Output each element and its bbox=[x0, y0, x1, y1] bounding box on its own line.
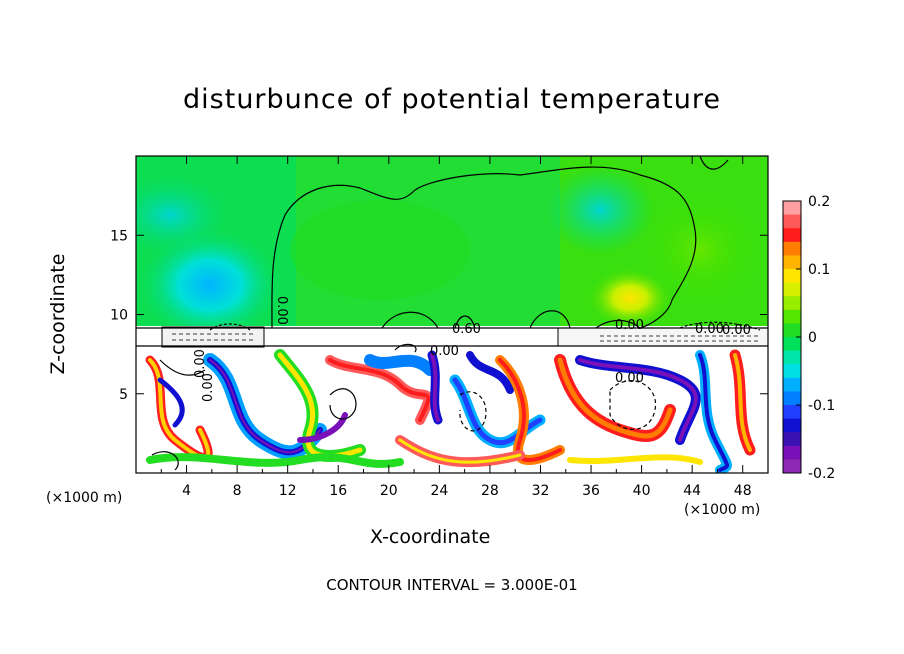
chart-title: disturbunce of potential temperature bbox=[183, 84, 721, 115]
x-tick-label: 32 bbox=[532, 483, 550, 499]
y-tick-label: 15 bbox=[110, 228, 128, 244]
colorbar-tick-label: -0.2 bbox=[808, 466, 835, 482]
colorbar-segment bbox=[783, 432, 801, 447]
colorbar-segment bbox=[783, 337, 801, 352]
x-tick-label: 28 bbox=[481, 483, 499, 499]
contour-label: 0.60 bbox=[452, 322, 481, 337]
contour-label: 0.00 bbox=[615, 371, 644, 386]
x-tick-label: 36 bbox=[582, 483, 600, 499]
colorbar-segment bbox=[783, 201, 801, 216]
colorbar-tick-label: 0.2 bbox=[808, 194, 830, 210]
colorbar-segment bbox=[783, 214, 801, 229]
colorbar-segment bbox=[783, 445, 801, 460]
colorbar-segment bbox=[783, 255, 801, 270]
x-unit-label-right: (×1000 m) bbox=[684, 502, 761, 518]
y-axis-label: Z-coordinate bbox=[47, 253, 69, 375]
colorbar: 0.2 0.1 0 -0.1 -0.2 bbox=[782, 194, 835, 482]
x-tick-label: 40 bbox=[633, 483, 651, 499]
colorbar-segment bbox=[783, 377, 801, 392]
x-axis-label: X-coordinate bbox=[370, 526, 491, 548]
colorbar-segment bbox=[783, 241, 801, 256]
cool-anomaly-left bbox=[140, 230, 280, 340]
colorbar-segment bbox=[783, 309, 801, 324]
contour-label: 0.00 bbox=[615, 318, 644, 333]
contour-label: 0.00 bbox=[193, 349, 208, 378]
x-tick-label: 20 bbox=[380, 483, 398, 499]
x-tick-label: 44 bbox=[683, 483, 701, 499]
colorbar-segment bbox=[783, 323, 801, 338]
contour-labels: 0.00 0.60 0.00 0.00 0.00 0.00 0.00 0.00 … bbox=[193, 296, 751, 402]
x-tick-label: 16 bbox=[329, 483, 347, 499]
contour-label: 0.00 bbox=[274, 296, 289, 325]
colorbar-segment bbox=[783, 282, 801, 297]
x-unit-label-left: (×1000 m) bbox=[46, 490, 123, 506]
colorbar-segment bbox=[783, 418, 801, 433]
y-tick-label: 10 bbox=[110, 308, 128, 324]
x-tick-label: 24 bbox=[430, 483, 448, 499]
turbulent-eddies bbox=[145, 349, 756, 473]
colorbar-tick-label: 0.1 bbox=[808, 262, 830, 278]
contour-label: 0.00 bbox=[201, 373, 216, 402]
heatmap-field bbox=[136, 156, 768, 473]
colorbar-segment bbox=[783, 391, 801, 406]
colorbar-segment bbox=[783, 228, 801, 243]
x-tick-label: 48 bbox=[734, 483, 752, 499]
colorbar-segment bbox=[783, 269, 801, 284]
y-tick-label: 5 bbox=[119, 387, 128, 403]
contour-lines bbox=[151, 155, 761, 471]
x-tick-label: 8 bbox=[233, 483, 242, 499]
colorbar-tick-label: -0.1 bbox=[808, 398, 835, 414]
contour-label: 0.00 bbox=[695, 322, 724, 337]
x-tick-label: 4 bbox=[182, 483, 191, 499]
warm-anomaly bbox=[588, 268, 672, 328]
x-tick-label: 12 bbox=[279, 483, 297, 499]
colorbar-segment bbox=[783, 459, 801, 474]
contour-label: 0.00 bbox=[430, 344, 459, 359]
colorbar-segment bbox=[783, 350, 801, 365]
colorbar-tick-label: 0 bbox=[808, 330, 817, 346]
contour-interval-note: CONTOUR INTERVAL = 3.000E-01 bbox=[326, 576, 578, 594]
contour-zero-upper bbox=[271, 166, 697, 329]
colorbar-segment bbox=[783, 405, 801, 420]
contour-label: 0.00 bbox=[722, 323, 751, 338]
colorbar-segment bbox=[783, 364, 801, 379]
colorbar-segment bbox=[783, 296, 801, 311]
